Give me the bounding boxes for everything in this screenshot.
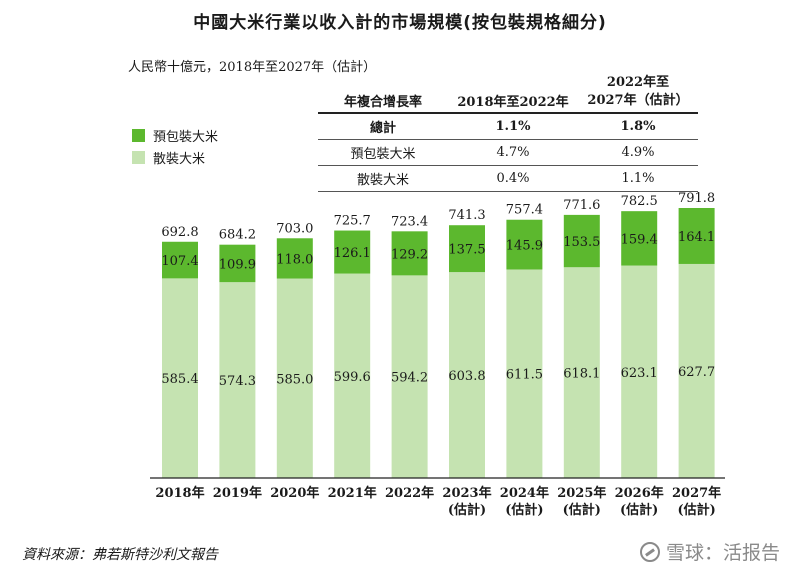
- data-label-bulk: 599.6: [334, 370, 371, 385]
- cagr-row-bulk: 散裝大米 0.4% 1.1%: [318, 165, 698, 192]
- data-label-packaged: 107.4: [161, 254, 198, 269]
- x-tick-label-sub: (估計): [505, 502, 543, 518]
- x-tick-label: 2023年: [442, 485, 491, 501]
- bar-segment-packaged: [276, 238, 313, 279]
- data-label-total: 791.8: [678, 191, 715, 206]
- bar-segment-bulk: [621, 265, 658, 478]
- snowball-logo-icon: [639, 541, 660, 562]
- source-note: 資料來源：弗若斯特沙利文報告: [22, 547, 218, 563]
- legend-item-bulk: 散裝大米: [132, 146, 218, 168]
- cagr-value: 4.9%: [578, 139, 698, 166]
- data-label-total: 757.4: [506, 203, 543, 218]
- cagr-row-packaged: 預包裝大米 4.7% 4.9%: [318, 139, 698, 166]
- cagr-row-label: 預包裝大米: [318, 139, 448, 166]
- data-label-bulk: 618.1: [563, 367, 600, 382]
- data-label-packaged: 129.2: [391, 247, 428, 262]
- cagr-row-label: 總計: [318, 113, 448, 140]
- data-label-packaged: 159.4: [621, 232, 658, 247]
- data-label-bulk: 594.2: [391, 371, 428, 386]
- legend-label-packaged: 預包裝大米: [153, 129, 219, 145]
- legend-label-bulk: 散裝大米: [153, 151, 206, 167]
- data-label-bulk: 623.1: [621, 366, 658, 381]
- x-tick-label: 2022年: [385, 485, 434, 501]
- x-tick-label-sub: (估計): [677, 502, 715, 518]
- cagr-header-row: 年複合增長率 2018年至2022年 2022年至 2027年（估計）: [318, 72, 698, 114]
- bar-segment-bulk: [678, 263, 715, 478]
- bar-segment-packaged: [391, 231, 428, 276]
- data-label-packaged: 137.5: [448, 243, 485, 258]
- bar-segment-packaged: [449, 225, 485, 273]
- cagr-row-label: 散裝大米: [318, 165, 448, 192]
- data-label-bulk: 611.5: [506, 368, 543, 383]
- cagr-value: 1.1%: [578, 165, 698, 192]
- bar-segment-packaged: [219, 244, 256, 283]
- data-label-bulk: 627.7: [678, 365, 715, 380]
- legend: 預包裝大米 散裝大米: [132, 124, 218, 168]
- x-tick-label: 2024年: [500, 485, 549, 501]
- cagr-row-total: 總計 1.1% 1.8%: [318, 113, 698, 140]
- data-label-bulk: 585.0: [276, 372, 313, 387]
- data-label-bulk: 574.3: [219, 374, 256, 389]
- data-label-total: 725.7: [334, 214, 371, 229]
- bar-segment-bulk: [391, 275, 428, 478]
- bar-segment-packaged: [162, 241, 198, 279]
- watermark-text: 雪球：活报告: [665, 542, 780, 564]
- data-label-total: 771.6: [563, 198, 600, 213]
- bar-segment-packaged: [678, 207, 715, 264]
- data-label-total: 703.0: [276, 221, 313, 236]
- data-label-bulk: 585.4: [161, 372, 198, 387]
- x-tick-label: 2025年: [557, 485, 606, 501]
- cagr-value: 1.8%: [578, 113, 698, 140]
- data-label-total: 684.2: [219, 228, 256, 243]
- cagr-header-period-2: 2022年至 2027年（估計）: [578, 72, 698, 114]
- bar-segment-packaged: [621, 211, 658, 266]
- data-label-packaged: 153.5: [563, 235, 600, 250]
- cagr-value: 1.1%: [448, 113, 578, 140]
- data-label-total: 692.8: [161, 225, 198, 240]
- cagr-header-period-1: 2018年至2022年: [448, 72, 578, 114]
- x-tick-label: 2027年: [672, 485, 721, 501]
- x-tick-label-sub: (估計): [620, 502, 658, 518]
- cagr-value: 0.4%: [448, 165, 578, 192]
- unit-label: 人民幣十億元，2018年至2027年（估計）: [128, 60, 377, 75]
- bar-segment-packaged: [506, 219, 543, 270]
- bar-segment-bulk: [563, 267, 600, 478]
- x-tick-label: 2019年: [213, 485, 262, 501]
- x-tick-label: 2018年: [155, 485, 204, 501]
- bar-segment-bulk: [506, 269, 543, 478]
- data-label-packaged: 145.9: [506, 239, 543, 254]
- data-label-total: 723.4: [391, 214, 428, 229]
- legend-item-packaged: 預包裝大米: [132, 124, 218, 146]
- data-label-packaged: 126.1: [334, 246, 371, 261]
- x-tick-label: 2020年: [270, 485, 319, 501]
- chart-title: 中國大米行業以收入計的市場規模(按包裝規格細分): [193, 13, 607, 33]
- data-label-packaged: 164.1: [678, 230, 715, 245]
- cagr-value: 4.7%: [448, 139, 578, 166]
- watermark: 雪球：活报告: [639, 538, 780, 565]
- cagr-header-label: 年複合增長率: [318, 72, 448, 114]
- x-tick-label: 2021年: [328, 485, 377, 501]
- cagr-table: 年複合增長率 2018年至2022年 2022年至 2027年（估計） 總計 1…: [318, 72, 698, 192]
- data-label-packaged: 118.0: [276, 252, 313, 267]
- bar-segment-packaged: [334, 230, 371, 274]
- bar-segment-bulk: [162, 278, 198, 478]
- legend-swatch-bulk: [132, 150, 145, 164]
- bar-segment-bulk: [449, 272, 485, 478]
- bar-segment-bulk: [334, 273, 371, 478]
- x-tick-label-sub: (估計): [448, 502, 486, 518]
- x-tick-label: 2026年: [615, 485, 664, 501]
- data-label-total: 741.3: [448, 208, 485, 223]
- data-label-bulk: 603.8: [448, 369, 485, 384]
- data-label-total: 782.5: [621, 194, 658, 209]
- legend-swatch-packaged: [132, 128, 145, 142]
- data-label-packaged: 109.9: [219, 257, 256, 272]
- bar-segment-bulk: [219, 282, 256, 478]
- bar-segment-bulk: [276, 278, 313, 478]
- bar-segment-packaged: [563, 214, 600, 268]
- x-tick-label-sub: (估計): [563, 502, 601, 518]
